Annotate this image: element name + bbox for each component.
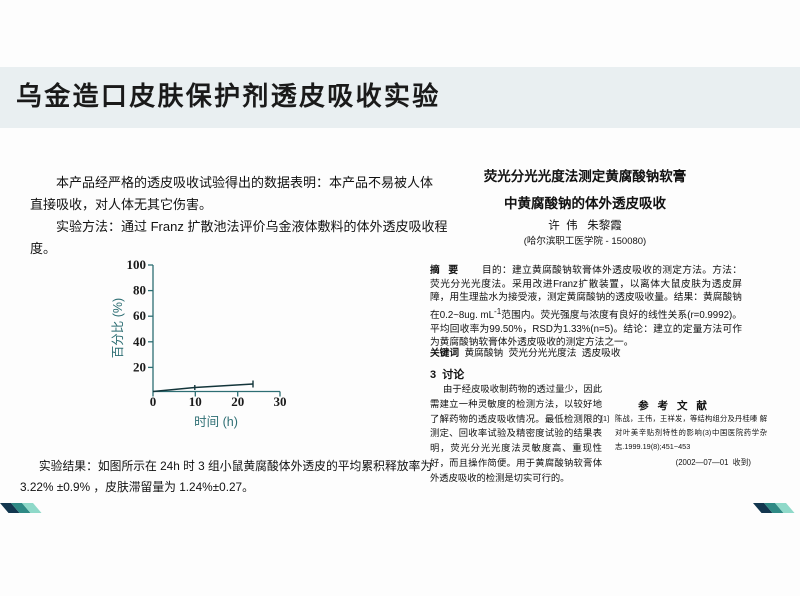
svg-text:100: 100 — [127, 257, 147, 272]
svg-text:30: 30 — [274, 394, 287, 409]
svg-text:60: 60 — [133, 308, 146, 323]
svg-text:百分比 (%): 百分比 (%) — [111, 298, 125, 358]
svg-text:0: 0 — [150, 394, 157, 409]
svg-text:40: 40 — [133, 334, 146, 349]
svg-text:10: 10 — [189, 394, 202, 409]
svg-text:80: 80 — [133, 283, 146, 298]
svg-text:20: 20 — [231, 394, 244, 409]
svg-text:时间 (h): 时间 (h) — [194, 415, 238, 429]
svg-text:20: 20 — [133, 359, 146, 374]
